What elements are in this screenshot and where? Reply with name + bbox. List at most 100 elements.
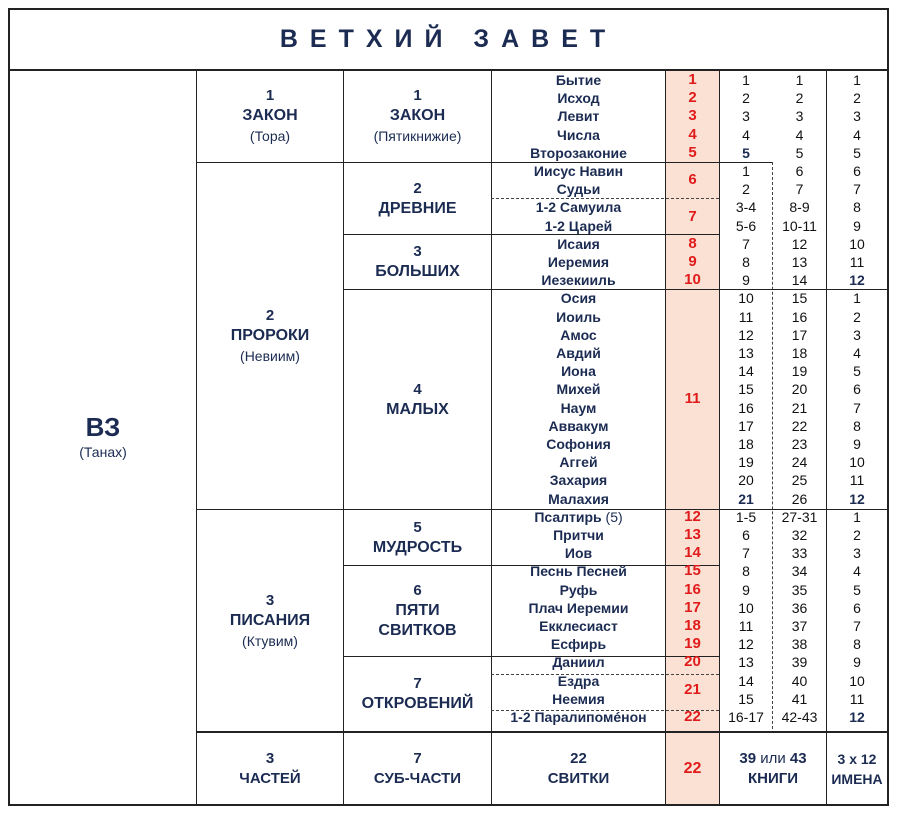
book-name-text: Исаия: [557, 235, 600, 252]
book-n39: 19: [738, 454, 754, 471]
scroll-number: 10: [684, 271, 701, 289]
summary-subparts-label: СУБ-ЧАСТИ: [373, 769, 462, 787]
summary-books-a: 39: [739, 749, 757, 767]
book-n12: 2: [853, 308, 861, 325]
part-3: 3 ПИСАНИЯ (Ктувим): [197, 510, 343, 731]
book-n43: 42-43: [781, 709, 818, 725]
scroll-number: 20: [684, 653, 701, 671]
summary-books: 39 или 43 КНИГИ: [720, 733, 826, 804]
book-name-text: Осия: [560, 290, 597, 307]
book-n39: 5-6: [735, 217, 757, 234]
scroll-number: 13: [684, 526, 701, 544]
book-name: Михей: [492, 380, 665, 398]
summary-names-value: 3 х 12: [837, 750, 877, 767]
book-name-text: Ездра: [557, 672, 600, 689]
root-name: ВЗ: [85, 412, 121, 442]
book-n39: 9: [742, 272, 750, 289]
book-name-text: Аггей: [559, 454, 598, 471]
table-frame: [8, 8, 889, 806]
book-n43: 6: [795, 163, 804, 179]
book-name: Иезекииль: [492, 271, 665, 289]
book-name-text: Малахия: [548, 490, 609, 507]
book-name-text: Амос: [560, 326, 597, 343]
book-n12: 8: [853, 199, 861, 216]
scroll-number: 17: [684, 598, 701, 616]
summary-books-b: 43: [789, 749, 807, 767]
subpart-name: МАЛЫХ: [386, 400, 449, 418]
book-n43: 4: [795, 126, 804, 143]
book-n43: 19: [791, 363, 808, 380]
title-cell: ВЕТХИЙ ЗАВЕТ: [10, 10, 887, 68]
book-n43: 40: [791, 672, 808, 689]
book-n39: 6: [742, 527, 750, 543]
part-number: 1: [265, 87, 275, 104]
book-n12: 5: [853, 144, 861, 161]
book-name-note: (5): [605, 508, 623, 525]
book-name-text: 1-2 Паралипомéнон: [510, 709, 647, 725]
subpart-number: 5: [413, 518, 422, 536]
book-n12: 4: [853, 126, 861, 143]
book-name: Иона: [492, 362, 665, 380]
book-n39: 7: [742, 235, 750, 252]
subpart-name: ЗАКОН: [389, 107, 446, 124]
book-n12: 6: [853, 381, 861, 398]
part-number: 2: [265, 307, 275, 324]
scroll-column-bg: [665, 70, 719, 804]
book-name: Псалтирь (5): [492, 508, 665, 526]
book-n43: 18: [791, 345, 808, 361]
book-name-text: Песнь Песней: [530, 563, 627, 580]
book-name: Иоиль: [492, 308, 665, 326]
summary-subparts: 7 СУБ-ЧАСТИ: [344, 733, 491, 804]
scroll-number: 2: [688, 89, 697, 107]
book-n12: 9: [853, 217, 861, 234]
scroll-number: 19: [684, 635, 701, 653]
book-name: 1-2 Царей: [492, 217, 665, 235]
book-name-text: Наум: [560, 399, 597, 416]
subpart-name: ПЯТИ: [395, 602, 440, 619]
subpart-name-line2: СВИТКОВ: [378, 622, 457, 639]
book-n12: 12: [849, 272, 865, 289]
subpart-name: МУДРОСТЬ: [372, 538, 463, 556]
book-n12: 7: [853, 399, 861, 416]
subpart-number: 7: [413, 675, 422, 692]
book-n39: 5: [742, 144, 750, 161]
book-n39: 13: [738, 654, 754, 671]
root-sub: (Танах): [79, 444, 127, 460]
summary-books-or: или: [760, 749, 786, 767]
book-n39: 16: [738, 399, 754, 416]
scroll-number: 4: [688, 125, 697, 143]
book-n12: 6: [853, 599, 861, 616]
book-n12: 4: [853, 345, 861, 361]
summary-names: 3 х 12 ИМЕНА: [827, 733, 887, 804]
summary-scrolls-num: 22: [570, 749, 587, 767]
book-n12: 4: [853, 563, 861, 580]
book-name: Исаия: [492, 235, 665, 253]
part-2: 2 ПРОРОКИ (Невиим): [197, 163, 343, 509]
scroll-number: 8: [688, 234, 697, 252]
book-n43: 5: [795, 144, 804, 161]
scroll-number: 21: [684, 680, 701, 698]
book-n12: 9: [853, 436, 861, 452]
summary-scrolls-total-value: 22: [683, 759, 702, 777]
book-n12: 11: [849, 690, 865, 707]
book-n12: 12: [849, 709, 865, 725]
book-n43: 24: [791, 454, 808, 471]
subpart-sub: (Пятикнижие): [373, 128, 462, 144]
book-n12: 10: [849, 672, 865, 689]
book-n12: 8: [853, 417, 861, 434]
book-name-text: Второзаконие: [530, 144, 627, 161]
book-name: Аггей: [492, 453, 665, 471]
scroll-number: 18: [684, 617, 701, 635]
book-n39: 15: [738, 381, 754, 398]
summary-subparts-num: 7: [413, 749, 422, 767]
book-n43: 2: [795, 90, 804, 107]
book-name-text: Судьи: [556, 181, 601, 198]
subpart-3: 3 БОЛЬШИХ: [344, 235, 491, 289]
book-name: Второзаконие: [492, 144, 665, 162]
book-n39: 14: [738, 672, 754, 689]
book-n43: 41: [791, 690, 808, 707]
book-n12: 9: [853, 654, 861, 671]
book-n43: 39: [791, 654, 808, 671]
book-n43: 34: [791, 563, 808, 580]
part-sub: (Невиим): [240, 348, 300, 364]
